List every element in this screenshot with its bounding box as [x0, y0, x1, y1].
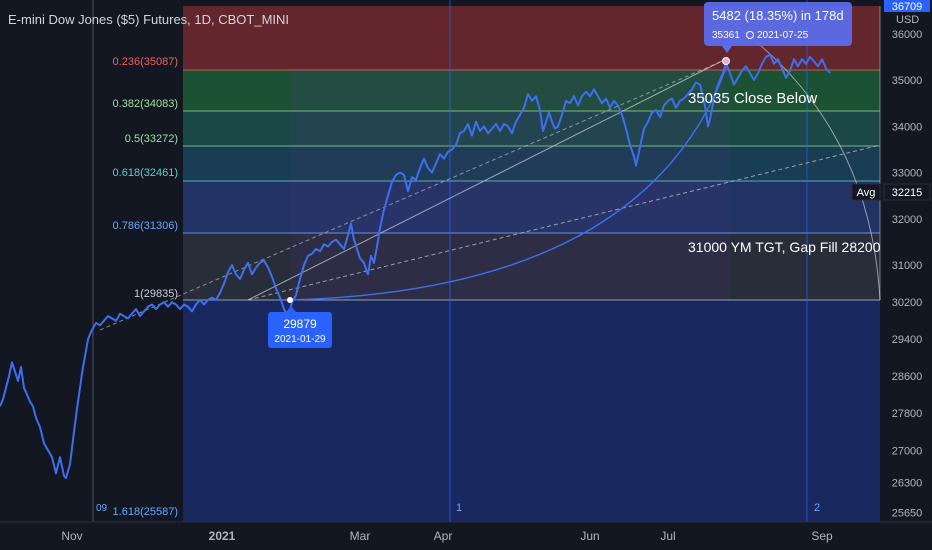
fib-zones [183, 6, 880, 522]
avg-value: 32215 [892, 187, 923, 199]
y-tick-label: 27000 [892, 445, 923, 457]
y-tick-label: 36000 [892, 29, 923, 41]
fib-zone-teal [183, 111, 880, 146]
y-tick-label: 33000 [892, 168, 923, 180]
fib-label-05: 0.5(33272) [125, 133, 178, 145]
low-callout: 29879 2021-01-29 [268, 297, 332, 348]
trend-lines [99, 19, 881, 331]
vertical-markers [92, 0, 808, 522]
x-tick-label: Mar [350, 529, 371, 543]
fib-label-0382: 0.382(34083) [113, 98, 178, 110]
currency-label: USD [896, 14, 919, 26]
low-date-label: 2021-01-29 [274, 334, 326, 345]
low-price-label: 29879 [283, 317, 317, 331]
fib-zone-green [183, 70, 880, 111]
fib-zone-blue [183, 181, 880, 233]
x-tick-label: Sep [811, 529, 833, 543]
y-tick-label: 31000 [892, 260, 923, 272]
price-series-line [0, 53, 831, 479]
chart-title: E-mini Dow Jones ($5) Futures, 1D, CBOT_… [8, 12, 289, 27]
marker-2: 2 [814, 502, 820, 514]
fib-label-0618: 0.618(32461) [113, 167, 178, 179]
y-tick-label: 30200 [892, 297, 923, 309]
x-tick-label: Nov [61, 529, 82, 543]
avg-value-badge [883, 183, 931, 201]
y-tick-label: 29400 [892, 334, 923, 346]
x-tick-label: Apr [434, 529, 453, 543]
range-callout: 5482 (18.35%) in 178d 35361 2021-07-25 [704, 2, 852, 65]
x-tick-label: Jul [660, 529, 675, 543]
y-tick-label: 34000 [892, 121, 923, 133]
time-axis[interactable]: Nov 2021 Mar Apr Jun Jul Sep [0, 521, 932, 550]
marker-left: 09 [96, 503, 108, 514]
y-tick-label: 35000 [892, 75, 923, 87]
fib-zone-teal2 [183, 146, 880, 181]
y-tick-label: 26300 [892, 478, 923, 490]
x-tick-label: Jun [580, 529, 599, 543]
marker-1: 1 [456, 502, 462, 514]
y-tick-label: 27800 [892, 408, 923, 420]
top-price-value: 36709 [892, 1, 923, 13]
range-high-date: 2021-07-25 [757, 30, 809, 41]
fib-label-1618: 1.618(25587) [113, 506, 178, 518]
fib-labels: 0.236(35087) 0.382(34083) 0.5(33272) 0.6… [113, 56, 178, 518]
y-tick-label: 32000 [892, 214, 923, 226]
fib-zone-gray [183, 233, 880, 300]
range-label: 5482 (18.35%) in 178d [712, 8, 844, 23]
clock-icon [746, 31, 754, 39]
y-tick-label: 28600 [892, 371, 923, 383]
price-axis[interactable]: USD 36000 35000 34000 33000 32000 31000 30200 2… [851, 0, 932, 522]
avg-tag [851, 183, 881, 201]
range-high-price: 35361 [712, 30, 740, 41]
fib-label-1: 1(29835) [134, 288, 178, 300]
target-annotation: 31000 YM TGT, Gap Fill 28200 [688, 239, 881, 255]
avg-tag-label: Avg [857, 187, 876, 199]
close-below-annotation: 35035 Close Below [688, 90, 817, 107]
x-tick-label: 2021 [209, 529, 236, 543]
top-price-badge [884, 0, 930, 12]
y-tick-label: 25650 [892, 508, 923, 520]
fib-label-0786: 0.786(31306) [113, 220, 178, 232]
fib-label-0236: 0.236(35087) [113, 56, 178, 68]
